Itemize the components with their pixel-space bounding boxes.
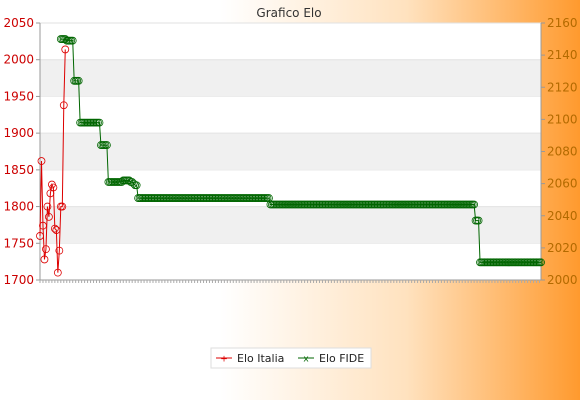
point-elo-fide: [95, 118, 104, 127]
grid-band: [40, 59, 541, 97]
point-elo-italia: [39, 221, 47, 230]
chart-title: Grafico Elo: [256, 6, 321, 20]
point-elo-italia: [49, 183, 58, 192]
point-elo-italia: [43, 202, 52, 211]
point-elo-italia: [36, 232, 44, 240]
point-elo-italia: [50, 224, 59, 233]
grid-band: [40, 206, 541, 244]
y-left-tick-label: 1750: [3, 236, 34, 250]
y-left-tick-label: 1800: [3, 200, 34, 214]
point-elo-italia: [45, 212, 53, 221]
point-elo-italia: [42, 245, 50, 254]
y-left-tick-label: 2050: [3, 16, 34, 30]
point-elo-italia: [59, 101, 68, 110]
grid-band: [40, 133, 541, 170]
point-elo-italia: [52, 226, 61, 234]
series-elo-fide: [56, 35, 545, 267]
point-elo-italia: [58, 202, 67, 211]
y-right-tick-label: 2160: [547, 16, 578, 30]
grid-bands: [40, 22, 541, 280]
legend-label-elo-italia: Elo Italia: [237, 352, 284, 365]
point-elo-italia: [55, 246, 64, 255]
y-left-tick-label: 1950: [3, 89, 34, 103]
legend: + Elo Italia x Elo FIDE: [210, 347, 372, 369]
y-left-tick-label: 2000: [3, 53, 34, 67]
y-right-tick-label: 2040: [547, 209, 578, 223]
y-right-tick-label: 2080: [547, 145, 578, 159]
legend-label-elo-fide: Elo FIDE: [319, 352, 364, 365]
y-right-tick-label: 2000: [547, 273, 578, 287]
axes: 1700 1750 1800 1850 1900 1950 2000 2050 2000 2020…: [3, 16, 577, 287]
x-ticks: [39, 280, 541, 283]
y-right-tick-label: 2120: [547, 80, 578, 94]
point-elo-italia: [53, 268, 62, 277]
legend-marker-elo-italia: +: [220, 355, 228, 365]
line-elo-italia: [39, 49, 66, 273]
point-elo-fide: [537, 258, 545, 267]
point-elo-fide: [132, 181, 141, 190]
y-left-tick-label: 1850: [3, 163, 34, 177]
y-left-tick-label: 1900: [3, 126, 34, 140]
legend-marker-elo-fide: x: [303, 355, 309, 365]
y-left-tick-label: 1700: [3, 273, 34, 287]
y-right-tick-label: 2100: [547, 112, 578, 126]
point-elo-fide: [474, 216, 483, 225]
y-right-tick-label: 2020: [547, 241, 578, 255]
point-elo-fide: [470, 200, 479, 209]
y-right-tick-label: 2060: [547, 177, 578, 191]
point-elo-fide: [68, 36, 77, 45]
point-elo-italia: [40, 255, 49, 264]
series-elo-italia: [36, 45, 70, 277]
y-right-tick-label: 2140: [547, 48, 578, 62]
point-elo-italia: [37, 157, 46, 165]
point-elo-fide: [102, 141, 111, 149]
legend-box: [210, 347, 372, 369]
point-elo-fide: [74, 76, 83, 85]
point-elo-italia: [61, 45, 70, 54]
